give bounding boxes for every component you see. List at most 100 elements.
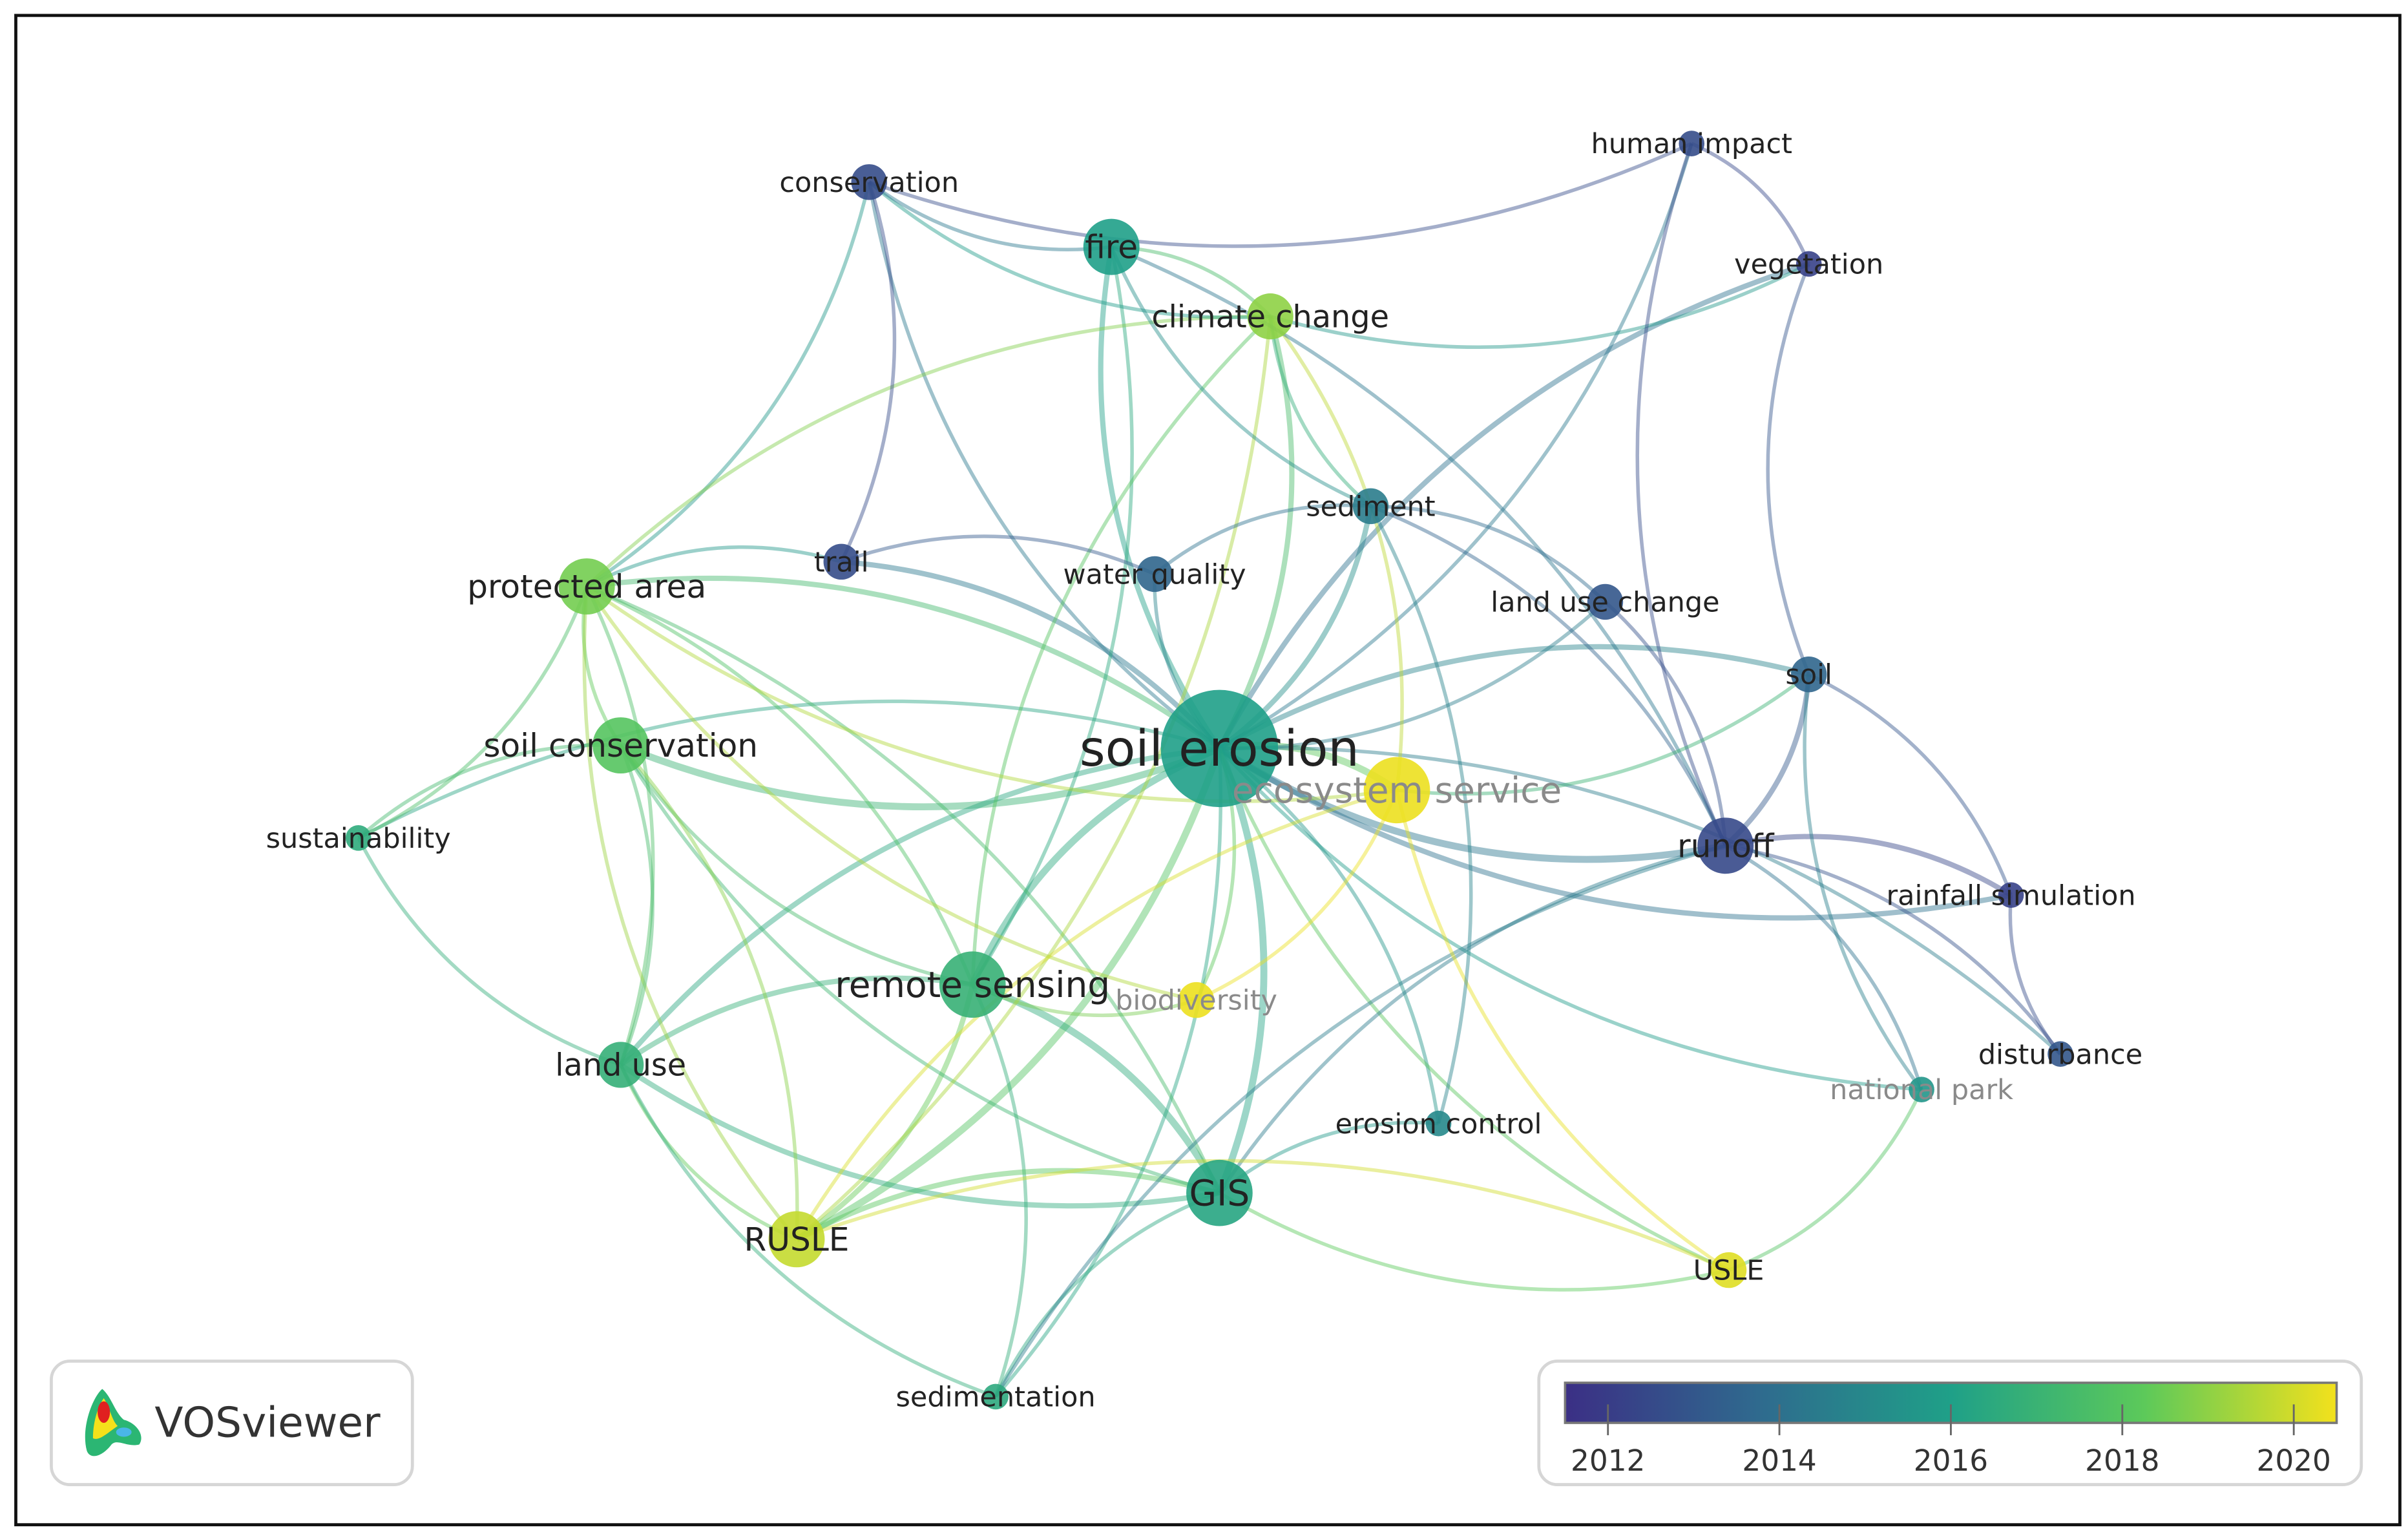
node-label[interactable]: climate change [1151,299,1389,335]
edge-remote_sensing-sedimentation [970,983,1028,1398]
node-ecosystem_service[interactable] [1363,757,1430,824]
node-vegetation[interactable] [1796,251,1822,277]
edge-soil_erosion-protected_area [586,575,1221,751]
node-biodiversity[interactable] [1178,982,1215,1018]
legend-tick-label: 2012 [1571,1444,1645,1478]
legend-tick-label: 2020 [2256,1444,2330,1478]
edge-land_use-sedimentation [619,1064,997,1399]
edge-soil_erosion-trail [841,559,1222,751]
node-soil[interactable] [1791,656,1827,693]
node-label[interactable]: RUSLE [744,1220,849,1258]
node-disturbance[interactable] [2047,1041,2073,1067]
node-human_impact[interactable] [1679,131,1705,156]
edge-protected_area-conservation [585,182,871,588]
edge-gis-protected_area [586,585,1221,1194]
node-rusle[interactable] [768,1211,825,1268]
edge-climate_change-conservation [868,180,1271,319]
vosviewer-logo-icon [85,1389,141,1456]
edge-soil_erosion-conservation [867,182,1221,750]
node-conservation[interactable] [851,164,887,200]
node-fire[interactable] [1083,218,1140,275]
vosviewer-logo-box[interactable]: VOSviewer [50,1360,414,1486]
node-label[interactable]: national park [1830,1074,2013,1106]
node-label[interactable]: GIS [1189,1172,1250,1214]
node-water_quality[interactable] [1136,556,1173,593]
node-label[interactable]: erosion control [1335,1108,1542,1140]
edge-rainfall_simulation-disturbance [2008,895,2062,1055]
node-label[interactable]: conservation [779,167,959,199]
node-usle[interactable] [1710,1252,1747,1288]
edge-rusle-usle [796,1159,1730,1272]
edge-land_use-rusle [619,1064,798,1241]
edge-soil_erosion-usle [1217,748,1730,1272]
node-erosion_control[interactable] [1425,1110,1452,1137]
node-sedimentation[interactable] [983,1383,1009,1410]
edge-gis-rusle [795,1168,1220,1242]
edge-runoff-disturbance [1725,844,2062,1055]
node-soil_erosion[interactable] [1160,689,1279,808]
edge-soil_erosion-vegetation [1217,261,1810,750]
node-sustainability[interactable] [345,825,372,851]
edge-runoff-rainfall_simulation [1724,834,2013,898]
edge-soil_conservation-land_use [619,744,654,1066]
node-soil_conservation[interactable] [592,717,649,774]
node-label[interactable]: land use [555,1048,686,1084]
edge-soil_conservation-rusle [619,744,799,1239]
node-label[interactable]: sustainability [266,823,451,855]
node-label[interactable]: sediment [1306,490,1435,523]
node-label[interactable]: remote sensing [835,964,1110,1005]
node-climate_change[interactable] [1247,293,1293,340]
edge-protected_area-biodiversity [585,585,1197,1002]
node-rainfall_simulation[interactable] [1998,882,2024,909]
node-label[interactable]: rainfall simulation [1887,879,2136,912]
edge-soil-ecosystem_service [1396,673,1810,796]
node-runoff[interactable] [1697,817,1754,874]
legend-tick-label: 2016 [1914,1444,1988,1478]
node-remote_sensing[interactable] [939,951,1006,1018]
node-label[interactable]: soil [1785,659,1832,691]
edge-protected_area-climate_change [585,314,1271,588]
edge-remote_sensing-climate_change [970,315,1272,985]
edge-trail-conservation [839,181,897,563]
edge-fire-conservation [868,180,1112,251]
node-protected_area[interactable] [558,558,615,615]
node-label[interactable]: trail [814,546,869,578]
edge-soil_erosion-human_impact [1218,143,1693,750]
node-gis[interactable] [1186,1159,1253,1226]
node-trail[interactable] [823,543,859,580]
node-label[interactable]: land use change [1491,586,1719,618]
vosviewer-logo-text: VOSviewer [154,1399,381,1447]
edge-remote_sensing-soil_conservation [619,744,973,987]
frame-border [14,14,2402,1527]
node-label[interactable]: ecosystem service [1232,770,1562,811]
node-national_park[interactable] [1909,1077,1934,1102]
node-label[interactable]: biodiversity [1115,985,1277,1017]
edge-soil_erosion-soil_conservation [619,742,1221,810]
node-label[interactable]: vegetation [1734,248,1883,280]
node-land_use_change[interactable] [1587,583,1624,620]
node-label[interactable]: water quality [1063,559,1246,591]
node-label[interactable]: soil conservation [483,726,758,764]
edge-soil_erosion-rusle [795,747,1223,1243]
node-label[interactable]: runoff [1677,826,1775,865]
node-label[interactable]: human impact [1591,128,1792,160]
edge-rusle-climate_change [795,316,1272,1241]
edge-gis-soil_conservation [619,744,1220,1195]
edge-soil_erosion-land_use [618,746,1220,1067]
node-label[interactable]: fire [1085,228,1138,266]
node-land_use[interactable] [598,1042,644,1088]
node-label[interactable]: USLE [1693,1255,1764,1287]
edge-soil_erosion-runoff [1217,745,1726,863]
edge-remote_sensing-rusle [795,983,976,1242]
edge-climate_change-ecosystem_service [1268,315,1404,791]
edge-erosion_control-sediment [1369,505,1473,1124]
node-label[interactable]: disturbance [1978,1038,2142,1071]
edge-soil_erosion-sedimentation [994,748,1222,1398]
node-label[interactable]: protected area [467,567,706,605]
edge-fire-runoff [1111,245,1728,846]
node-label[interactable]: sedimentation [896,1381,1096,1413]
edge-runoff-land_use_change [1604,600,1728,846]
node-sediment[interactable] [1352,488,1389,525]
node-label[interactable]: soil erosion [1080,720,1359,778]
